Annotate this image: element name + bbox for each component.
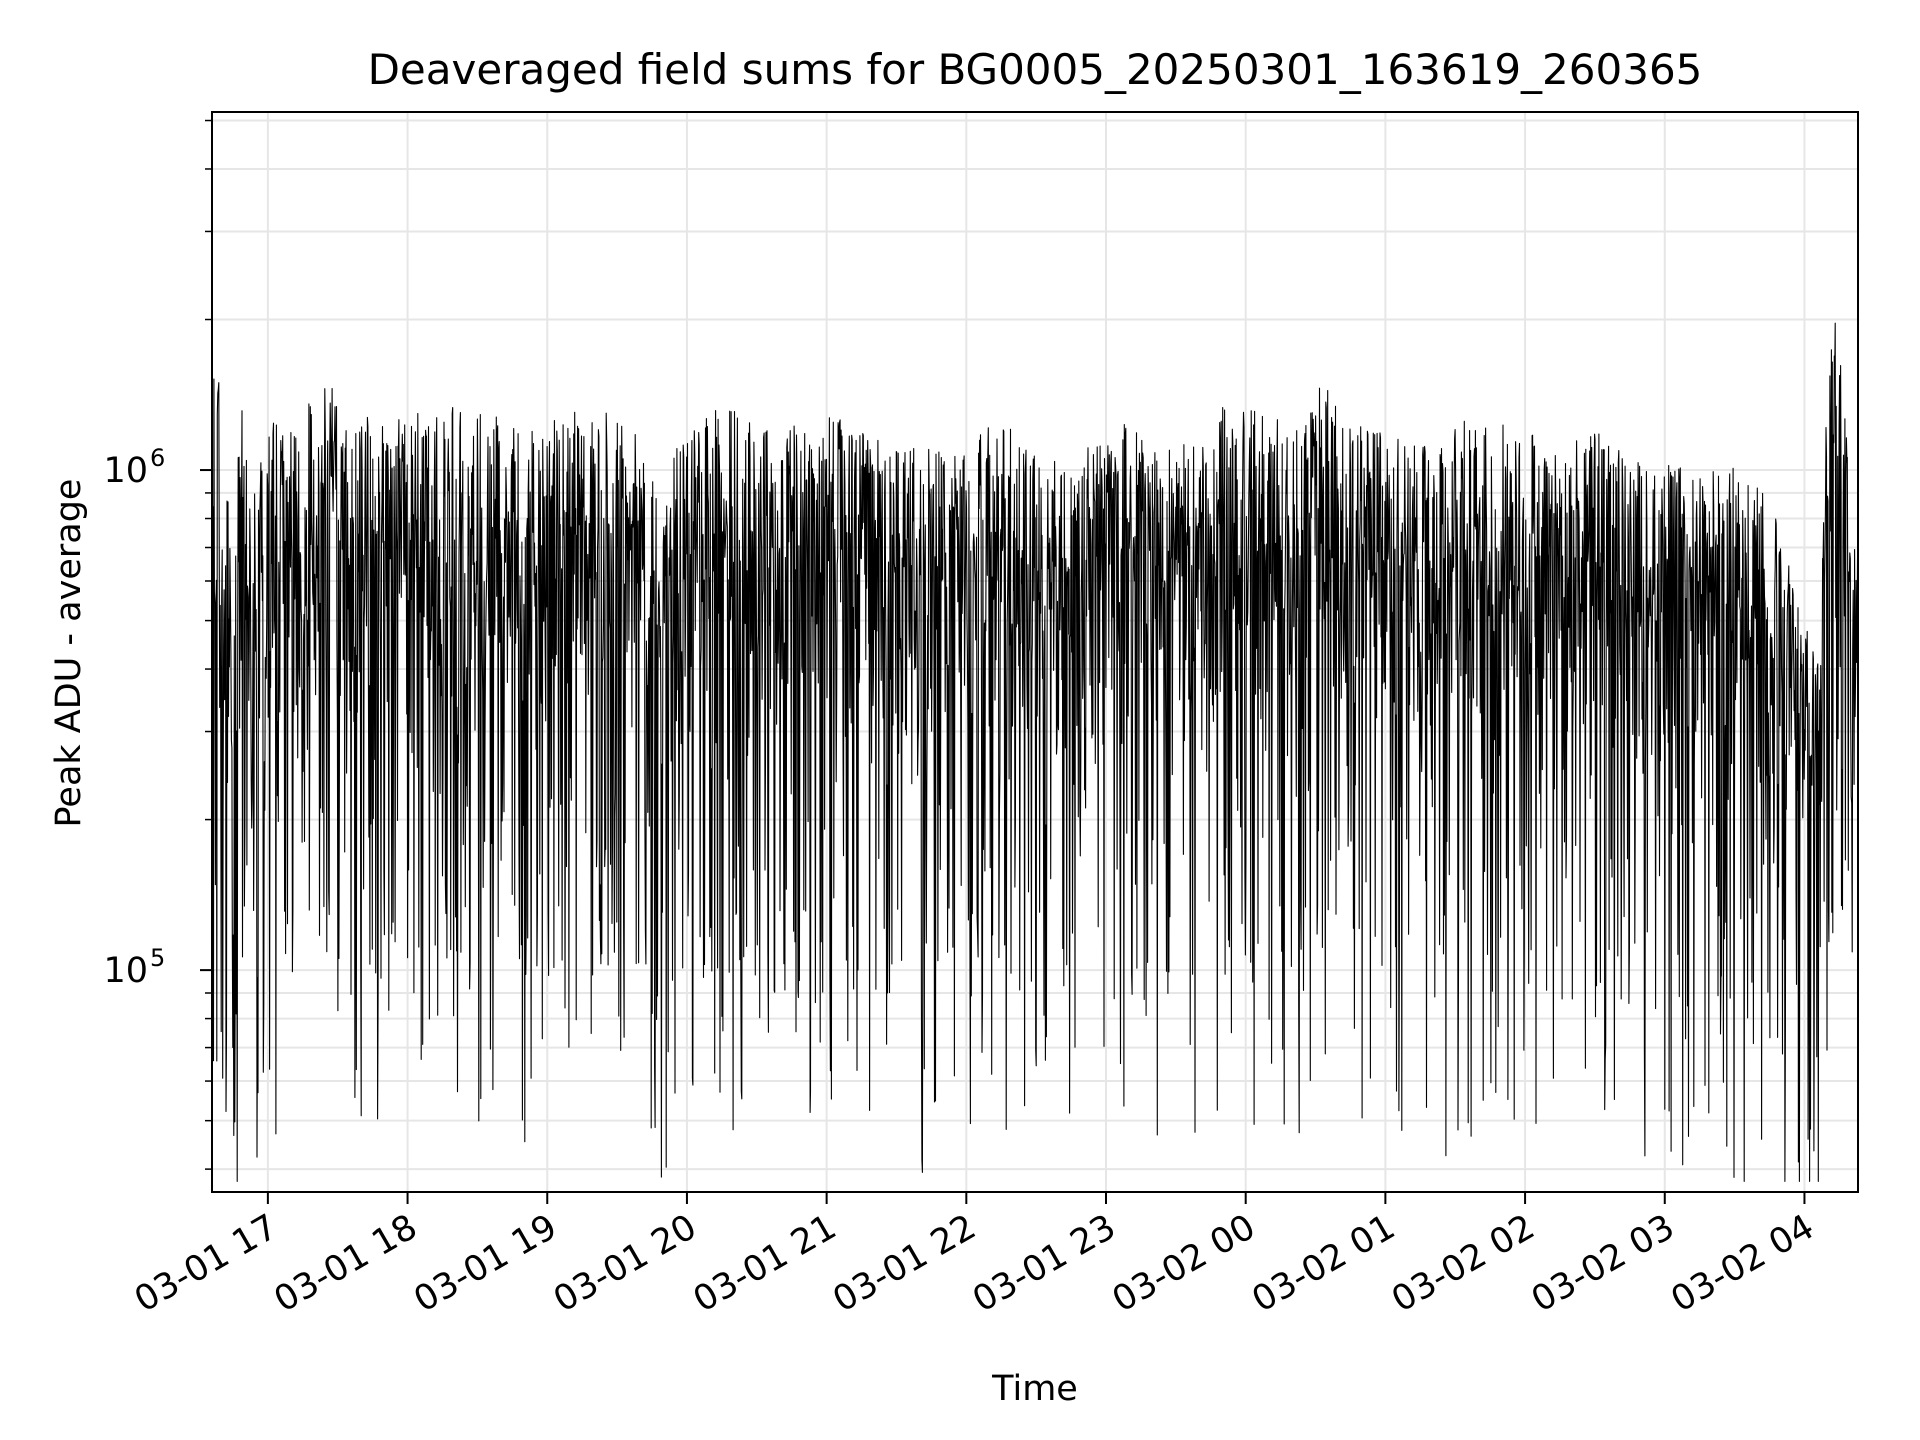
x-axis-label: Time <box>991 1369 1078 1409</box>
y-tick-label: 10 <box>103 451 148 491</box>
x-tick-label: 03-02 01 <box>1246 1207 1402 1320</box>
data-series <box>211 322 1859 1182</box>
x-tick-label: 03-01 23 <box>966 1207 1122 1320</box>
x-tick-label: 03-01 19 <box>407 1207 563 1320</box>
y-axis-label: Peak ADU - average <box>49 479 89 828</box>
x-tick-label: 03-02 04 <box>1665 1207 1821 1320</box>
chart-title: Deaveraged field sums for BG0005_2025030… <box>368 45 1703 94</box>
x-tick-label: 03-02 03 <box>1525 1207 1681 1320</box>
x-tick-label: 03-01 22 <box>827 1207 983 1320</box>
x-tick-label: 03-01 17 <box>128 1207 284 1320</box>
plot-border <box>211 111 1859 1193</box>
y-tick-exponent: 6 <box>150 444 165 472</box>
x-tick-label: 03-01 20 <box>547 1207 703 1320</box>
x-tick-label: 03-02 02 <box>1385 1207 1541 1320</box>
x-tick-label: 03-02 00 <box>1106 1207 1262 1320</box>
x-tick-label: 03-01 18 <box>268 1207 424 1320</box>
y-tick-exponent: 5 <box>150 944 165 972</box>
x-tick-label: 03-01 21 <box>687 1207 843 1320</box>
series-line <box>211 322 1859 1182</box>
y-tick-label: 10 <box>103 951 148 991</box>
plot-frame <box>211 111 1859 1193</box>
